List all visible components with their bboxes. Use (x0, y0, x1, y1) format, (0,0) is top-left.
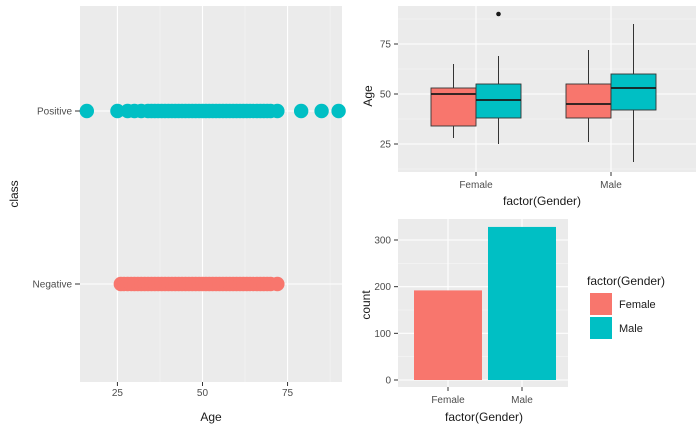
boxplot-panel: 25 50 75 Female Male factor(Gender) Age (361, 6, 696, 208)
scatter-panel: Negative Positive 25 50 75 Age class (7, 6, 346, 424)
scatter-point-positive (293, 103, 309, 119)
scatter-y-axis-title: class (7, 180, 21, 207)
legend: factor(Gender) Female Male (587, 274, 665, 339)
scatter-y-tick-label: Positive (37, 107, 72, 118)
legend-title: factor(Gender) (587, 274, 665, 288)
legend-swatch-male (590, 317, 612, 339)
scatter-point-positive (110, 103, 125, 119)
boxplot-y-tick-label: 25 (380, 140, 392, 151)
scatter-y-tick-label: Negative (33, 280, 73, 291)
bar-female (414, 290, 482, 380)
bar-x-tick-label: Female (431, 395, 465, 406)
boxplot-boxes (430, 11, 657, 162)
scatter-point-negative (270, 276, 285, 292)
bar-y-tick-label: 300 (374, 236, 391, 247)
legend-label-female: Female (619, 299, 656, 311)
scatter-x-tick-label: 25 (112, 388, 124, 399)
scatter-points (79, 103, 346, 292)
scatter-point-positive (79, 103, 95, 119)
legend-label-male: Male (619, 323, 643, 335)
boxplot-y-tick-label: 75 (380, 40, 392, 51)
scatter-x-tick-label: 50 (197, 388, 209, 399)
boxplot-x-tick-label: Male (600, 180, 622, 191)
scatter-point-positive (331, 103, 346, 119)
scatter-point-positive (314, 103, 329, 119)
bar-y-axis-title: count (359, 290, 373, 320)
box-male-negative (565, 83, 612, 119)
scatter-x-axis-title: Age (200, 410, 222, 424)
scatter-x-tick-label: 75 (282, 388, 294, 399)
box-female-positive (475, 83, 522, 119)
boxplot-y-tick-labels: 25 50 75 (380, 40, 398, 151)
bar-bars (414, 226, 556, 380)
box-female-positive-outlier (496, 11, 501, 17)
boxplot-x-axis-title: factor(Gender) (503, 194, 581, 208)
boxplot-y-tick-label: 50 (380, 90, 392, 101)
scatter-x-tick-labels: 25 50 75 (112, 382, 294, 399)
bar-panel: 0 100 200 300 Female Male factor(Gender) cou… (359, 219, 568, 424)
legend-items: Female Male (590, 293, 656, 339)
bar-x-tick-labels: Female Male (431, 387, 533, 406)
scatter-y-tick-labels: Negative Positive (33, 107, 80, 291)
bar-y-tick-labels: 0 100 200 300 (374, 236, 398, 387)
boxplot-x-tick-labels: Female Male (459, 172, 622, 191)
boxplot-y-axis-title: Age (361, 85, 375, 107)
scatter-plot-background (80, 6, 342, 382)
scatter-point-positive (270, 103, 285, 119)
bar-x-tick-label: Male (511, 395, 533, 406)
bar-y-tick-label: 100 (374, 329, 391, 340)
bar-x-axis-title: factor(Gender) (445, 410, 523, 424)
bar-male (488, 226, 556, 380)
box-male-positive (610, 73, 657, 111)
legend-swatch-female (590, 293, 612, 315)
boxplot-x-tick-label: Female (459, 180, 493, 191)
bar-y-tick-label: 0 (385, 376, 391, 387)
bar-y-tick-label: 200 (374, 282, 391, 293)
